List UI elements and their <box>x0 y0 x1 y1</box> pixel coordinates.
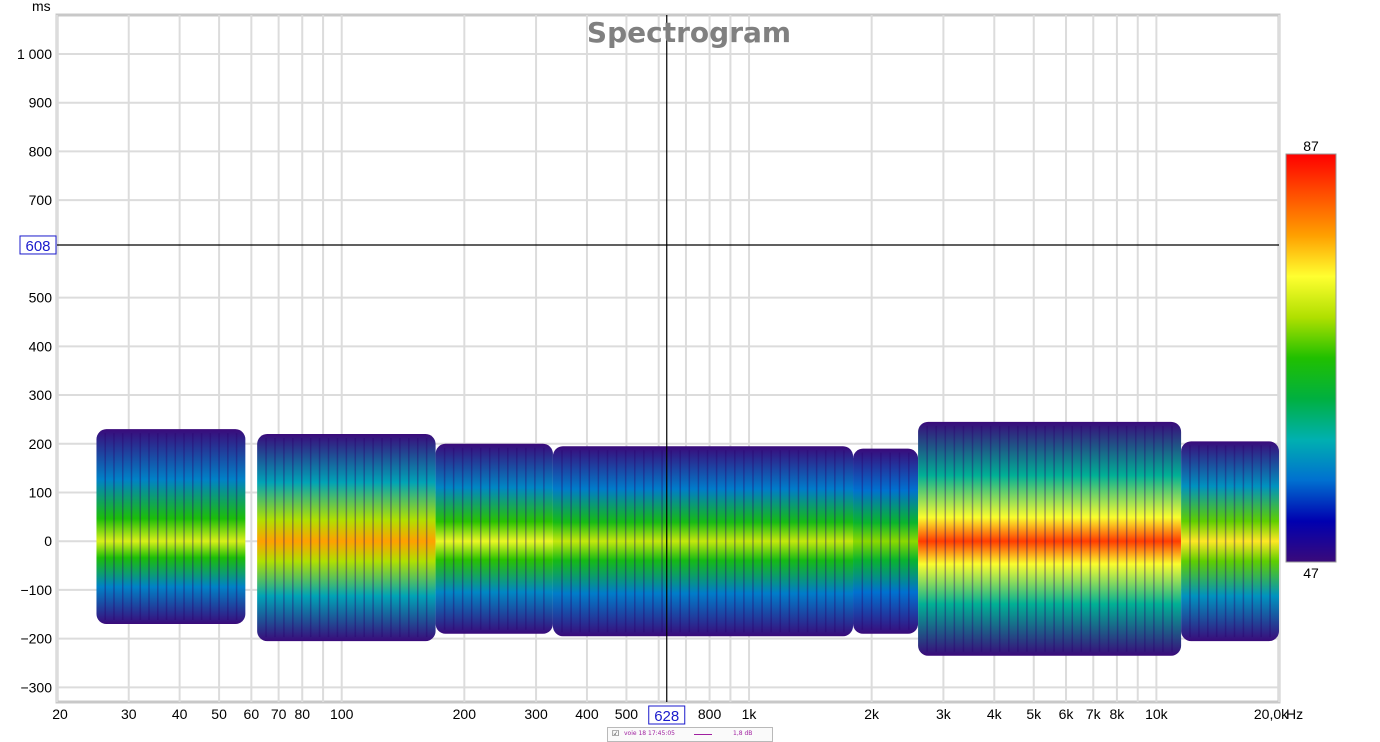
x-tick-label: 5k <box>1026 706 1042 722</box>
x-tick-label: 50 <box>211 706 227 722</box>
x-tick-label: 40 <box>172 706 188 722</box>
legend-checkbox-icon[interactable]: ☑ <box>612 729 620 738</box>
y-tick-label: 900 <box>29 95 53 111</box>
color-scale-max-label: 87 <box>1303 138 1319 154</box>
x-tick-label: 8k <box>1110 706 1126 722</box>
x-tick-label: 80 <box>294 706 310 722</box>
y-tick-label: 500 <box>29 290 53 306</box>
cursor-x-readout: 628 <box>654 708 679 725</box>
y-tick-label: −200 <box>20 631 52 647</box>
legend-box[interactable]: ☑ voie 18 17:45:05 1,8 dB <box>607 727 773 742</box>
x-tick-label: 70 <box>271 706 287 722</box>
x-tick-label: 2k <box>864 706 880 722</box>
color-scale-gradient <box>1285 153 1337 563</box>
x-tick-label: 20 <box>52 706 68 722</box>
x-tick-label: 20,0k <box>1254 706 1289 722</box>
y-tick-label: 300 <box>29 387 53 403</box>
spectrogram-band <box>96 429 246 625</box>
x-tick-label: 60 <box>244 706 260 722</box>
x-tick-label: 30 <box>121 706 137 722</box>
x-tick-label: 400 <box>575 706 599 722</box>
crosshair-cursor[interactable]: 608 628 <box>19 15 1279 725</box>
x-tick-label: 800 <box>698 706 722 722</box>
y-tick-label: 700 <box>29 192 53 208</box>
color-scale-bar: 87 47 <box>1285 138 1337 581</box>
spectrogram-bands <box>96 421 1279 656</box>
x-tick-label: 7k <box>1086 706 1102 722</box>
color-scale-min-label: 47 <box>1303 565 1319 581</box>
cursor-y-readout: 608 <box>25 238 50 255</box>
x-tick-label: 200 <box>453 706 477 722</box>
x-tick-label: 300 <box>524 706 548 722</box>
chart-title: Spectrogram <box>587 16 791 49</box>
x-tick-label: 1k <box>742 706 758 722</box>
y-tick-label: 0 <box>44 533 52 549</box>
x-tick-label: 3k <box>936 706 952 722</box>
y-tick-label: −100 <box>20 582 52 598</box>
x-tick-label: 500 <box>615 706 639 722</box>
spectrogram-band <box>1181 441 1279 642</box>
x-tick-label: 4k <box>987 706 1003 722</box>
x-tick-label: 6k <box>1059 706 1075 722</box>
y-tick-label: 800 <box>29 143 53 159</box>
y-tick-label: 400 <box>29 338 53 354</box>
spectrogram-band <box>918 421 1182 656</box>
y-tick-label: 1 000 <box>17 46 52 62</box>
spectrogram-band <box>853 448 919 634</box>
legend-series-label: voie 18 17:45:05 <box>624 730 675 737</box>
spectrogram-band <box>552 446 854 637</box>
spectrogram-band <box>257 434 436 642</box>
y-tick-label: 200 <box>29 436 53 452</box>
y-tick-label: 100 <box>29 484 53 500</box>
x-axis: 20 30 40 50 60 70 80 100 200 300 400 500 800 1k 2k 3k 4k… <box>52 706 1289 722</box>
spectrogram-band <box>435 443 553 634</box>
legend-value-label: 1,8 dB <box>733 730 753 737</box>
y-tick-label: −300 <box>20 679 52 695</box>
legend-line-swatch <box>694 734 712 735</box>
y-axis: 1 0009008007005004003002001000−100−200−3… <box>17 46 52 695</box>
x-tick-label: 100 <box>330 706 354 722</box>
x-axis-unit-label: Hz <box>1286 706 1303 722</box>
cursor-y-readout-box <box>19 235 57 255</box>
cursor-x-readout-box <box>648 705 686 725</box>
x-tick-label: 10k <box>1145 706 1169 722</box>
y-axis-unit-label: ms <box>32 0 51 14</box>
